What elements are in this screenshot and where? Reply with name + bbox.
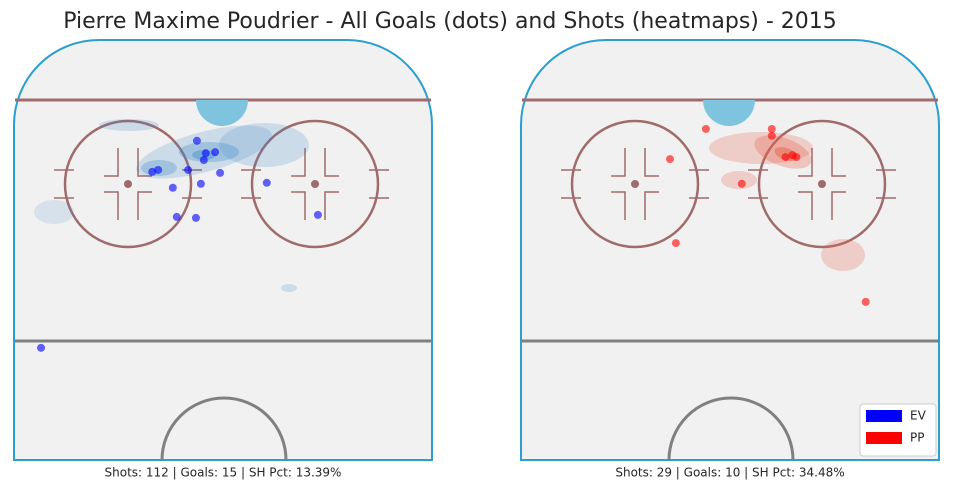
goal-dot [671, 239, 680, 248]
goal-dot [737, 179, 746, 188]
panel-footer: Shots: 29 | Goals: 10 | SH Pct: 34.48% [615, 466, 844, 480]
goal-dot [192, 136, 201, 145]
goal-dot [191, 213, 200, 222]
goal-dot [37, 343, 46, 352]
goal-dot [201, 149, 210, 158]
goal-layer [666, 124, 870, 306]
panel-footer: Shots: 112 | Goals: 15 | SH Pct: 13.39% [105, 466, 342, 480]
goal-dot [216, 168, 225, 177]
chart-title: Pierre Maxime Poudrier - All Goals (dots… [63, 9, 837, 34]
goal-dot [666, 155, 675, 164]
legend-label: PP [910, 431, 924, 445]
goal-dot [196, 179, 205, 188]
heatmap [34, 119, 309, 292]
goal-dot [767, 124, 776, 133]
goal-dot [148, 167, 157, 176]
legend-label: EV [910, 409, 927, 423]
goal-dot [199, 156, 208, 165]
goal-dot [792, 153, 801, 162]
goal-dot [172, 212, 181, 221]
rink-right [519, 38, 941, 462]
goal-layer [37, 136, 322, 352]
goal-dot [184, 165, 193, 174]
goal-dot [211, 148, 220, 157]
goal-dot [313, 210, 322, 219]
goal-dot [781, 153, 790, 162]
goal-dot [767, 131, 776, 140]
rink-left [12, 38, 434, 462]
goal-dot [701, 124, 710, 133]
legend-swatch [866, 432, 902, 444]
legend: EV PP [859, 403, 937, 457]
goal-dot [861, 297, 870, 306]
goal-dot [262, 178, 271, 187]
legend-swatch [866, 410, 902, 422]
goal-dot [168, 183, 177, 192]
